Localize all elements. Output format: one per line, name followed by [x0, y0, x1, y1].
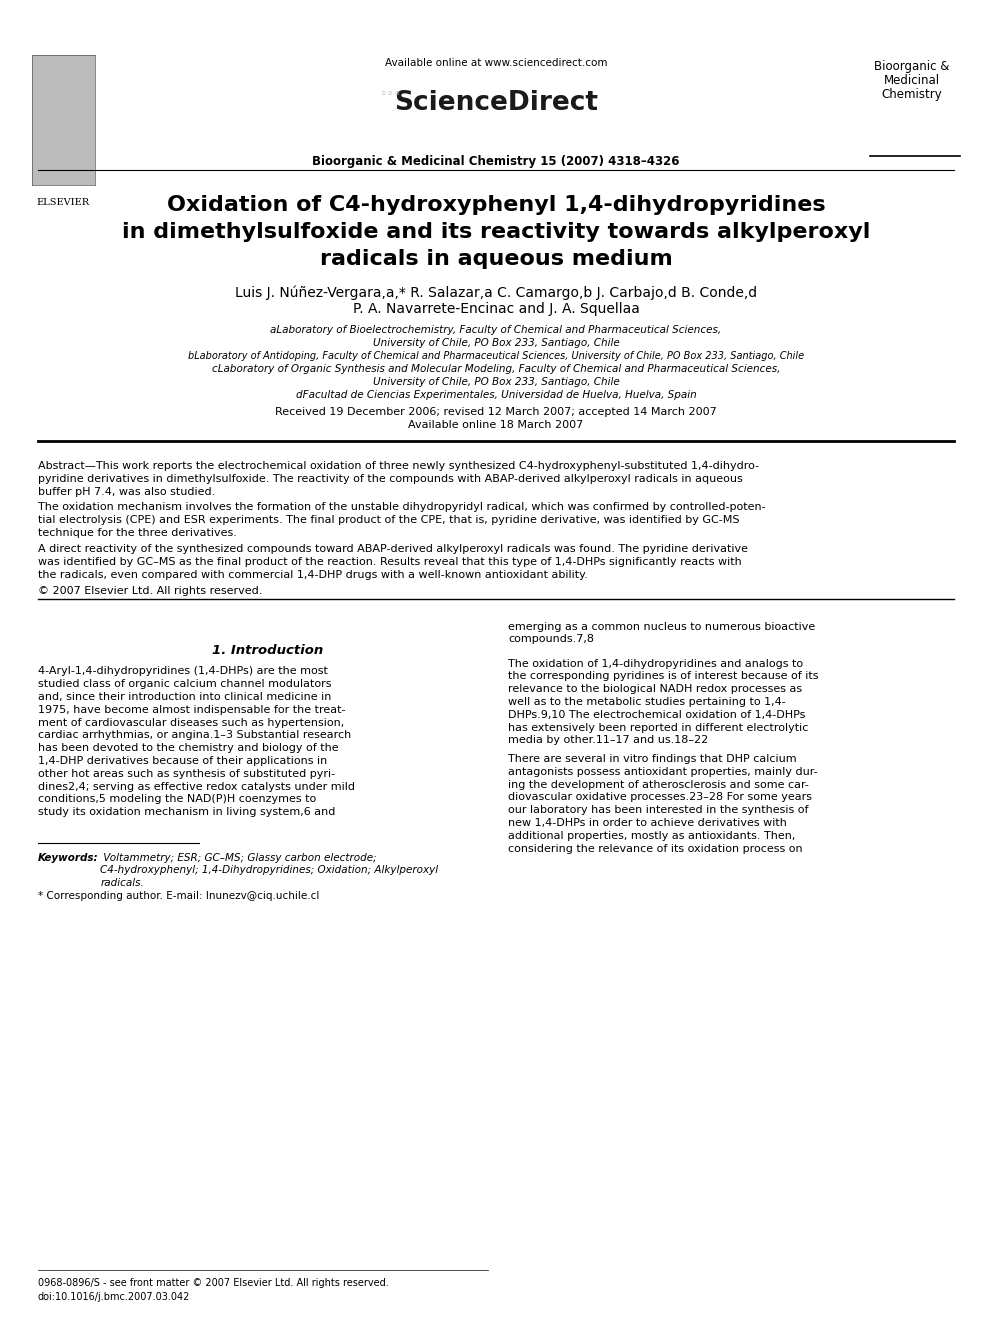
- Text: 0968-0896/S - see front matter © 2007 Elsevier Ltd. All rights reserved.: 0968-0896/S - see front matter © 2007 El…: [38, 1278, 389, 1289]
- Text: Bioorganic & Medicinal Chemistry 15 (2007) 4318–4326: Bioorganic & Medicinal Chemistry 15 (200…: [312, 155, 680, 168]
- Text: P. A. Navarrete-Encinac and J. A. Squellaa: P. A. Navarrete-Encinac and J. A. Squell…: [352, 302, 640, 316]
- Text: ELSEVIER: ELSEVIER: [37, 198, 89, 206]
- Text: The oxidation of 1,4-dihydropyridines and analogs to
the corresponding pyridines: The oxidation of 1,4-dihydropyridines an…: [508, 659, 818, 745]
- Text: cLaboratory of Organic Synthesis and Molecular Modeling, Faculty of Chemical and: cLaboratory of Organic Synthesis and Mol…: [212, 364, 780, 374]
- Text: Bioorganic &: Bioorganic &: [874, 60, 949, 73]
- Text: University of Chile, PO Box 233, Santiago, Chile: University of Chile, PO Box 233, Santiag…: [373, 377, 619, 388]
- Text: doi:10.1016/j.bmc.2007.03.042: doi:10.1016/j.bmc.2007.03.042: [38, 1293, 190, 1302]
- Text: emerging as a common nucleus to numerous bioactive: emerging as a common nucleus to numerous…: [508, 623, 815, 632]
- Text: Chemistry: Chemistry: [882, 89, 942, 101]
- Text: 1. Introduction: 1. Introduction: [212, 644, 323, 658]
- Text: Keywords:: Keywords:: [38, 853, 98, 863]
- Text: © 2007 Elsevier Ltd. All rights reserved.: © 2007 Elsevier Ltd. All rights reserved…: [38, 586, 262, 595]
- Text: radicals in aqueous medium: radicals in aqueous medium: [319, 249, 673, 269]
- Text: compounds.7,8: compounds.7,8: [508, 635, 594, 644]
- Text: ◦◦◦: ◦◦◦: [379, 89, 401, 101]
- Text: Available online 18 March 2007: Available online 18 March 2007: [409, 419, 583, 430]
- Text: Medicinal: Medicinal: [884, 74, 940, 87]
- Text: University of Chile, PO Box 233, Santiago, Chile: University of Chile, PO Box 233, Santiag…: [373, 337, 619, 348]
- Text: Oxidation of C4-hydroxyphenyl 1,4-dihydropyridines: Oxidation of C4-hydroxyphenyl 1,4-dihydr…: [167, 194, 825, 216]
- Text: dFacultad de Ciencias Experimentales, Universidad de Huelva, Huelva, Spain: dFacultad de Ciencias Experimentales, Un…: [296, 390, 696, 400]
- Text: in dimethylsulfoxide and its reactivity towards alkylperoxyl: in dimethylsulfoxide and its reactivity …: [122, 222, 870, 242]
- Text: Received 19 December 2006; revised 12 March 2007; accepted 14 March 2007: Received 19 December 2006; revised 12 Ma…: [275, 407, 717, 417]
- Text: * Corresponding author. E-mail: lnunezv@ciq.uchile.cl: * Corresponding author. E-mail: lnunezv@…: [38, 890, 319, 901]
- Text: Available online at www.sciencedirect.com: Available online at www.sciencedirect.co…: [385, 58, 607, 67]
- Text: A direct reactivity of the synthesized compounds toward ABAP-derived alkylperoxy: A direct reactivity of the synthesized c…: [38, 544, 748, 579]
- Text: aLaboratory of Bioelectrochemistry, Faculty of Chemical and Pharmaceutical Scien: aLaboratory of Bioelectrochemistry, Facu…: [271, 325, 721, 335]
- Text: The oxidation mechanism involves the formation of the unstable dihydropyridyl ra: The oxidation mechanism involves the for…: [38, 503, 765, 538]
- Text: bLaboratory of Antidoping, Faculty of Chemical and Pharmaceutical Sciences, Univ: bLaboratory of Antidoping, Faculty of Ch…: [187, 351, 805, 361]
- Text: Luis J. Núñez-Vergara,a,* R. Salazar,a C. Camargo,b J. Carbajo,d B. Conde,d: Luis J. Núñez-Vergara,a,* R. Salazar,a C…: [235, 286, 757, 300]
- Text: ScienceDirect: ScienceDirect: [394, 90, 598, 116]
- Text: 4-Aryl-1,4-dihydropyridines (1,4-DHPs) are the most
studied class of organic cal: 4-Aryl-1,4-dihydropyridines (1,4-DHPs) a…: [38, 667, 355, 818]
- Text: There are several in vitro findings that DHP calcium
antagonists possess antioxi: There are several in vitro findings that…: [508, 754, 817, 853]
- Text: Voltammetry; ESR; GC–MS; Glassy carbon electrode;
C4-hydroxyphenyl; 1,4-Dihydrop: Voltammetry; ESR; GC–MS; Glassy carbon e…: [100, 853, 438, 888]
- Text: Abstract—This work reports the electrochemical oxidation of three newly synthesi: Abstract—This work reports the electroch…: [38, 460, 759, 496]
